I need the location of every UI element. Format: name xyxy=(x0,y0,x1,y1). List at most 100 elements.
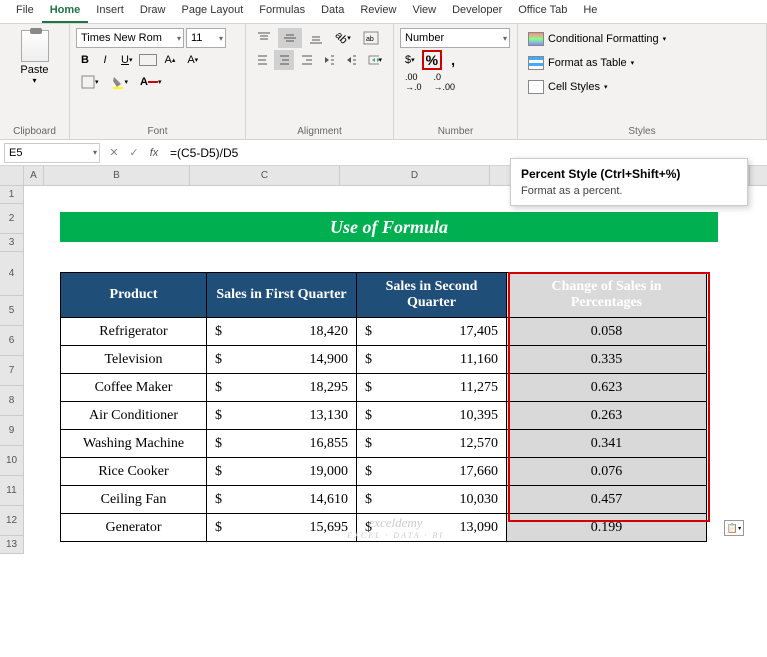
underline-button[interactable]: U▾ xyxy=(116,50,137,70)
cells-area[interactable]: Use of Formula ProductSales in First Qua… xyxy=(24,186,767,554)
menu-review[interactable]: Review xyxy=(352,0,404,23)
menu-view[interactable]: View xyxy=(404,0,444,23)
row-header-9[interactable]: 9 xyxy=(0,416,24,446)
cell-pct[interactable]: 0.623 xyxy=(507,374,707,402)
format-as-table-button[interactable]: Format as Table▾ xyxy=(524,52,760,74)
row-header-13[interactable]: 13 xyxy=(0,536,24,554)
cell-q2[interactable]: $17,660 xyxy=(357,458,507,486)
cancel-formula-icon[interactable]: ✕ xyxy=(104,146,124,159)
cell-product[interactable]: Ceiling Fan xyxy=(61,486,207,514)
cell-product[interactable]: Washing Machine xyxy=(61,430,207,458)
fx-icon[interactable]: fx xyxy=(144,147,164,159)
cell-q1[interactable]: $18,295 xyxy=(207,374,357,402)
cell-q2[interactable]: $11,275 xyxy=(357,374,507,402)
decrease-decimal-button[interactable]: .0→.00 xyxy=(429,72,461,92)
row-header-6[interactable]: 6 xyxy=(0,326,24,356)
cell-q2[interactable]: $10,030 xyxy=(357,486,507,514)
bold-button[interactable]: B xyxy=(76,50,94,70)
cell-q1[interactable]: $18,420 xyxy=(207,318,357,346)
col-header-D[interactable]: D xyxy=(340,166,490,185)
decrease-indent-button[interactable] xyxy=(319,50,339,70)
cell-pct[interactable]: 0.076 xyxy=(507,458,707,486)
cell-q2[interactable]: $10,395 xyxy=(357,402,507,430)
cell-pct[interactable]: 0.058 xyxy=(507,318,707,346)
orientation-button[interactable]: ab▾ xyxy=(330,28,356,48)
accept-formula-icon[interactable]: ✓ xyxy=(124,146,144,159)
cell-styles-button[interactable]: Cell Styles▾ xyxy=(524,76,760,98)
menu-data[interactable]: Data xyxy=(313,0,352,23)
align-bottom-button[interactable] xyxy=(304,28,328,48)
menu-formulas[interactable]: Formulas xyxy=(251,0,313,23)
cell-product[interactable]: Generator xyxy=(61,514,207,542)
increase-indent-button[interactable] xyxy=(341,50,361,70)
menu-insert[interactable]: Insert xyxy=(88,0,132,23)
cell-pct[interactable]: 0.263 xyxy=(507,402,707,430)
cell-q2[interactable]: $11,160 xyxy=(357,346,507,374)
select-all-corner[interactable] xyxy=(0,166,24,185)
row-header-4[interactable]: 4 xyxy=(0,252,24,296)
font-size-dropdown[interactable]: 11 xyxy=(186,28,226,48)
font-shrink-button[interactable]: A▾ xyxy=(182,50,203,70)
cell-q2[interactable]: $17,405 xyxy=(357,318,507,346)
row-header-3[interactable]: 3 xyxy=(0,234,24,252)
menu-home[interactable]: Home xyxy=(42,0,89,23)
menu-developer[interactable]: Developer xyxy=(444,0,510,23)
row-header-11[interactable]: 11 xyxy=(0,476,24,506)
increase-decimal-button[interactable]: .00→.0 xyxy=(400,72,427,92)
merge-button[interactable]: ▾ xyxy=(363,50,387,70)
font-color-button[interactable]: A▾ xyxy=(135,72,166,92)
menubar: FileHomeInsertDrawPage LayoutFormulasDat… xyxy=(0,0,767,24)
row-header-5[interactable]: 5 xyxy=(0,296,24,326)
percent-style-button[interactable]: % xyxy=(422,50,442,70)
col-header-B[interactable]: B xyxy=(44,166,190,185)
paste-options-flag[interactable]: 📋▾ xyxy=(724,520,744,536)
col-header-C[interactable]: C xyxy=(190,166,340,185)
cell-product[interactable]: Rice Cooker xyxy=(61,458,207,486)
italic-button[interactable]: I xyxy=(96,50,114,70)
align-top-button[interactable] xyxy=(252,28,276,48)
cell-q1[interactable]: $14,900 xyxy=(207,346,357,374)
name-box[interactable]: E5 xyxy=(4,143,100,163)
align-center-button[interactable] xyxy=(274,50,294,70)
wrap-text-button[interactable]: ab xyxy=(358,28,384,48)
align-left-button[interactable] xyxy=(252,50,272,70)
comma-style-button[interactable]: , xyxy=(444,50,462,70)
font-name-dropdown[interactable]: Times New Rom xyxy=(76,28,184,48)
cell-q1[interactable]: $13,130 xyxy=(207,402,357,430)
cell-product[interactable]: Coffee Maker xyxy=(61,374,207,402)
cell-q1[interactable]: $19,000 xyxy=(207,458,357,486)
cell-q1[interactable]: $15,695 xyxy=(207,514,357,542)
menu-draw[interactable]: Draw xyxy=(132,0,174,23)
font-grow-button[interactable]: A▴ xyxy=(159,50,180,70)
row-header-10[interactable]: 10 xyxy=(0,446,24,476)
col-header-A[interactable]: A xyxy=(24,166,44,185)
cell-product[interactable]: Air Conditioner xyxy=(61,402,207,430)
menu-file[interactable]: File xyxy=(8,0,42,23)
cell-product[interactable]: Refrigerator xyxy=(61,318,207,346)
row-header-1[interactable]: 1 xyxy=(0,186,24,204)
cell-q1[interactable]: $16,855 xyxy=(207,430,357,458)
row-header-2[interactable]: 2 xyxy=(0,204,24,234)
cell-q1[interactable]: $14,610 xyxy=(207,486,357,514)
row-header-7[interactable]: 7 xyxy=(0,356,24,386)
border-button[interactable] xyxy=(139,54,157,66)
conditional-formatting-button[interactable]: Conditional Formatting▾ xyxy=(524,28,760,50)
cell-q2[interactable]: $12,570 xyxy=(357,430,507,458)
cell-pct[interactable]: 0.341 xyxy=(507,430,707,458)
currency-button[interactable]: $▾ xyxy=(400,50,420,70)
row-header-12[interactable]: 12 xyxy=(0,506,24,536)
cell-pct[interactable]: 0.335 xyxy=(507,346,707,374)
menu-page-layout[interactable]: Page Layout xyxy=(173,0,251,23)
cell-pct[interactable]: 0.457 xyxy=(507,486,707,514)
fill-color-button[interactable]: ▾ xyxy=(106,72,134,92)
cell-pct[interactable]: 0.199 xyxy=(507,514,707,542)
number-format-dropdown[interactable]: Number xyxy=(400,28,510,48)
align-right-button[interactable] xyxy=(296,50,316,70)
cell-product[interactable]: Television xyxy=(61,346,207,374)
borders-button[interactable]: ▾ xyxy=(76,72,104,92)
align-middle-button[interactable] xyxy=(278,28,302,48)
row-header-8[interactable]: 8 xyxy=(0,386,24,416)
menu-he[interactable]: He xyxy=(575,0,605,23)
paste-button[interactable]: Paste ▾ xyxy=(6,28,63,87)
menu-office-tab[interactable]: Office Tab xyxy=(510,0,575,23)
